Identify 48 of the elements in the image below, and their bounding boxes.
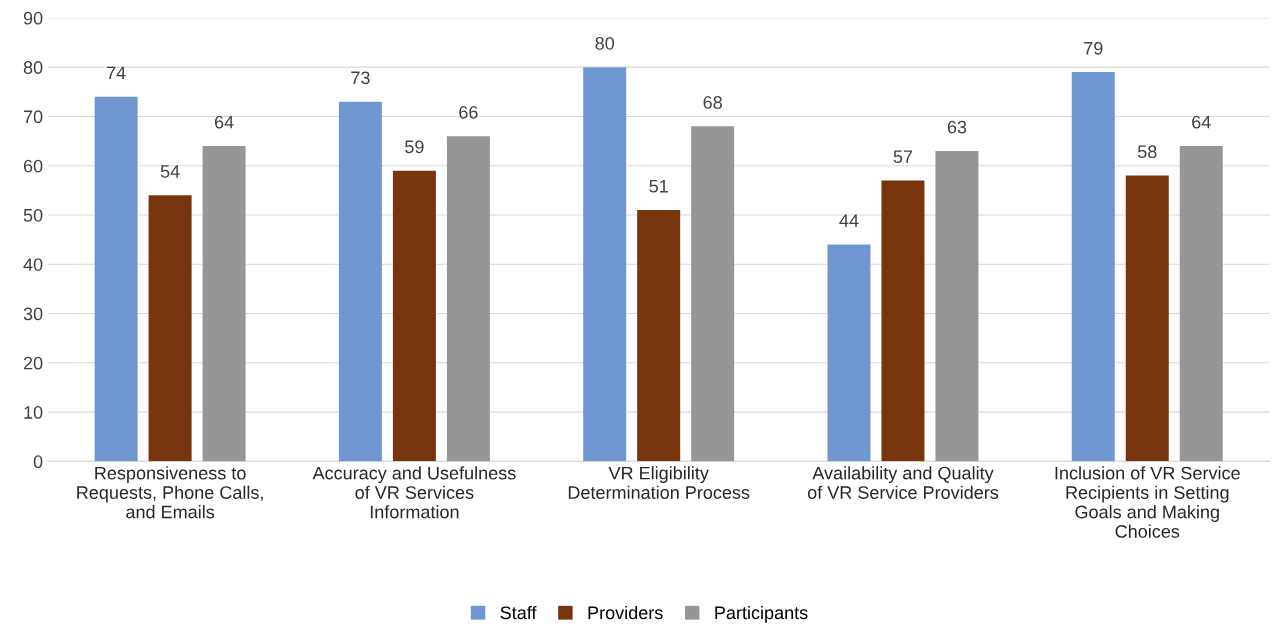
y-tick-label: 60 [23,159,43,173]
data-label: 58 [1137,145,1157,159]
x-tick-label: Accuracy and Usefulness of VR Services Information [312,466,516,519]
data-label: 74 [107,66,126,80]
legend-label: Participants [715,605,808,623]
x-tick-label: Responsiveness to Requests, Phone Calls, and Emails [77,466,263,519]
data-label: 44 [839,214,859,227]
legend-label: Providers [588,605,663,620]
y-tick-label: 80 [23,61,43,74]
data-label: 68 [703,96,722,109]
bar [583,67,627,462]
data-label: 80 [595,36,615,50]
x-tick-label: VR Eligibility Determination Process [568,466,750,499]
bar [338,101,382,462]
bar [881,180,925,462]
bar [827,244,871,462]
y-tick-label: 50 [23,208,43,222]
bar [1179,146,1223,462]
data-label: 64 [1192,115,1211,129]
bar [935,150,979,462]
data-label: 73 [351,71,370,85]
bar [392,170,436,462]
x-tick-label: Inclusion of VR Service Recipients in Setting Goals and Making Choices [1055,466,1240,538]
data-label: 54 [160,165,180,178]
bar [637,210,681,462]
x-tick-label: Availability and Quality of VR Service Providers [807,466,999,499]
data-label: 63 [947,120,967,134]
data-label: 51 [649,180,668,193]
data-label: 64 [214,115,234,129]
bar [1071,72,1115,462]
y-tick-label: 0 [33,455,43,469]
legend-label: Staff [500,605,537,620]
bar [446,136,490,462]
y-tick-label: 30 [23,307,43,321]
y-tick-label: 10 [24,406,43,419]
y-tick-label: 70 [23,110,43,124]
data-label: 79 [1084,41,1103,55]
y-tick-label: 40 [23,258,43,271]
y-tick-label: 90 [23,11,43,25]
bar [1125,175,1169,462]
data-label: 59 [405,140,424,154]
bar [94,96,138,462]
bar [148,195,192,462]
y-tick-label: 20 [23,356,43,370]
bar [202,146,246,462]
data-label: 66 [459,105,478,119]
data-label: 57 [893,150,913,164]
bar [691,126,735,462]
